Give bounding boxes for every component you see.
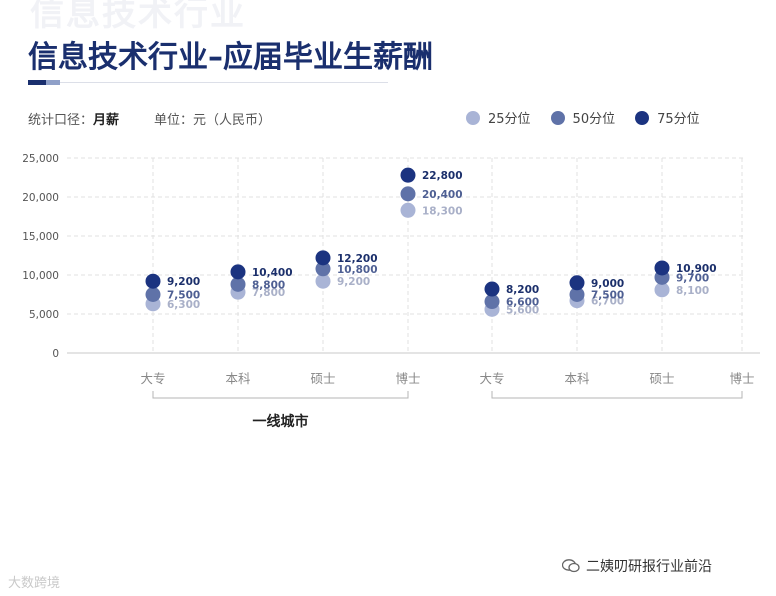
page-title: 信息技术行业–应届毕业生薪酬 — [28, 40, 433, 75]
value-label-p75: 22,800 — [422, 170, 463, 182]
value-label-p25: 7,800 — [252, 287, 285, 299]
meta-caliber: 统计口径：月薪 — [28, 109, 119, 128]
y-tick-label: 0 — [52, 348, 59, 360]
value-label-p50: 8,800 — [252, 279, 285, 291]
value-label-p50: 7,500 — [591, 290, 624, 302]
value-label-p25: 5,600 — [506, 304, 539, 316]
dot-p25 — [315, 273, 331, 289]
legend-dot-p25 — [466, 110, 480, 125]
meta-unit: 单位：元（人民币） — [154, 109, 271, 128]
value-label-p50: 9,700 — [676, 272, 709, 284]
x-category-label: 大专 — [479, 371, 504, 386]
dot-p75 — [654, 260, 670, 276]
meta-unit-value: 元（人民币） — [193, 113, 272, 128]
legend-label-p25: 25分位 — [488, 112, 531, 127]
legend-item-p25: 25分位 — [466, 108, 531, 127]
legend-item-p50: 50分位 — [550, 108, 616, 127]
watermark-title: 信息技术行业 — [30, 0, 246, 34]
dot-p75 — [484, 281, 500, 297]
y-tick-label: 20,000 — [22, 192, 59, 204]
value-label-p25: 6,300 — [167, 299, 200, 311]
dot-p25 — [400, 202, 416, 218]
y-tick-label: 5,000 — [29, 309, 59, 321]
footer-watermark-text: 大数跨境 — [8, 576, 61, 591]
value-label-p50: 10,800 — [337, 264, 378, 276]
salary-dot-chart: 0 5,000 10,000 15,000 20,000 25,000 大专 本科 硕士 博士 大专… — [22, 153, 760, 430]
legend-dot-p50 — [550, 110, 565, 125]
dot-p75 — [315, 250, 331, 266]
y-tick-label: 15,000 — [22, 231, 59, 243]
x-category-label: 博士 — [395, 371, 420, 386]
meta-caliber-value: 月薪 — [93, 113, 120, 128]
value-label-p75: 10,400 — [252, 267, 293, 279]
meta-caliber-label: 统计口径： — [28, 113, 94, 128]
dot-p50 — [230, 276, 246, 292]
value-label-p75: 10,900 — [676, 263, 717, 275]
x-category-label: 博士 — [729, 371, 754, 386]
x-category-label: 大专 — [140, 371, 165, 386]
title-underline — [28, 80, 388, 85]
group-label: 一线城市 — [253, 413, 309, 430]
legend-item-p75: 75分位 — [635, 108, 700, 127]
wechat-icon — [561, 559, 580, 573]
x-category-label: 硕士 — [310, 371, 335, 386]
legend-label-p50: 50分位 — [572, 112, 616, 127]
legend-label-p75: 75分位 — [657, 112, 700, 127]
dot-p25 — [654, 282, 670, 298]
dot-p50 — [315, 261, 331, 277]
dot-p50 — [400, 186, 416, 202]
dot-p50 — [484, 294, 500, 310]
y-tick-label: 10,000 — [22, 270, 59, 282]
x-category-label: 本科 — [564, 371, 590, 386]
value-label-p25: 6,700 — [591, 296, 624, 308]
value-label-p75: 9,200 — [167, 276, 200, 288]
legend-dot-p75 — [635, 110, 650, 125]
value-label-p25: 18,300 — [422, 205, 463, 217]
group-bracket-0 — [152, 391, 409, 399]
value-label-p50: 6,600 — [506, 297, 539, 309]
y-tick-label: 25,000 — [22, 153, 59, 165]
dot-p50 — [569, 287, 585, 302]
footer-watermark: 大数跨境 — [8, 572, 60, 591]
footer-source: 二姨叨研报行业前沿 — [561, 556, 712, 576]
value-label-p50: 7,500 — [167, 290, 200, 302]
x-category-label: 本科 — [225, 371, 251, 386]
value-label-p75: 12,200 — [337, 253, 378, 265]
value-label-p75: 9,000 — [591, 278, 624, 290]
group-bracket-1 — [491, 391, 743, 399]
footer-source-text: 二姨叨研报行业前沿 — [586, 559, 712, 575]
x-category-label: 硕士 — [649, 371, 674, 386]
chart-legend: 25分位 50分位 75分位 — [466, 108, 700, 127]
dot-p50 — [145, 287, 161, 302]
dot-p75 — [230, 264, 246, 280]
dot-p75 — [145, 273, 161, 289]
value-label-p25: 9,200 — [337, 276, 370, 288]
meta-unit-label: 单位： — [154, 113, 194, 128]
value-label-p50: 20,400 — [422, 189, 463, 201]
dot-p75 — [400, 167, 416, 183]
value-label-p75: 8,200 — [506, 284, 539, 296]
value-label-p25: 8,100 — [676, 285, 709, 297]
dot-p75 — [569, 275, 585, 291]
